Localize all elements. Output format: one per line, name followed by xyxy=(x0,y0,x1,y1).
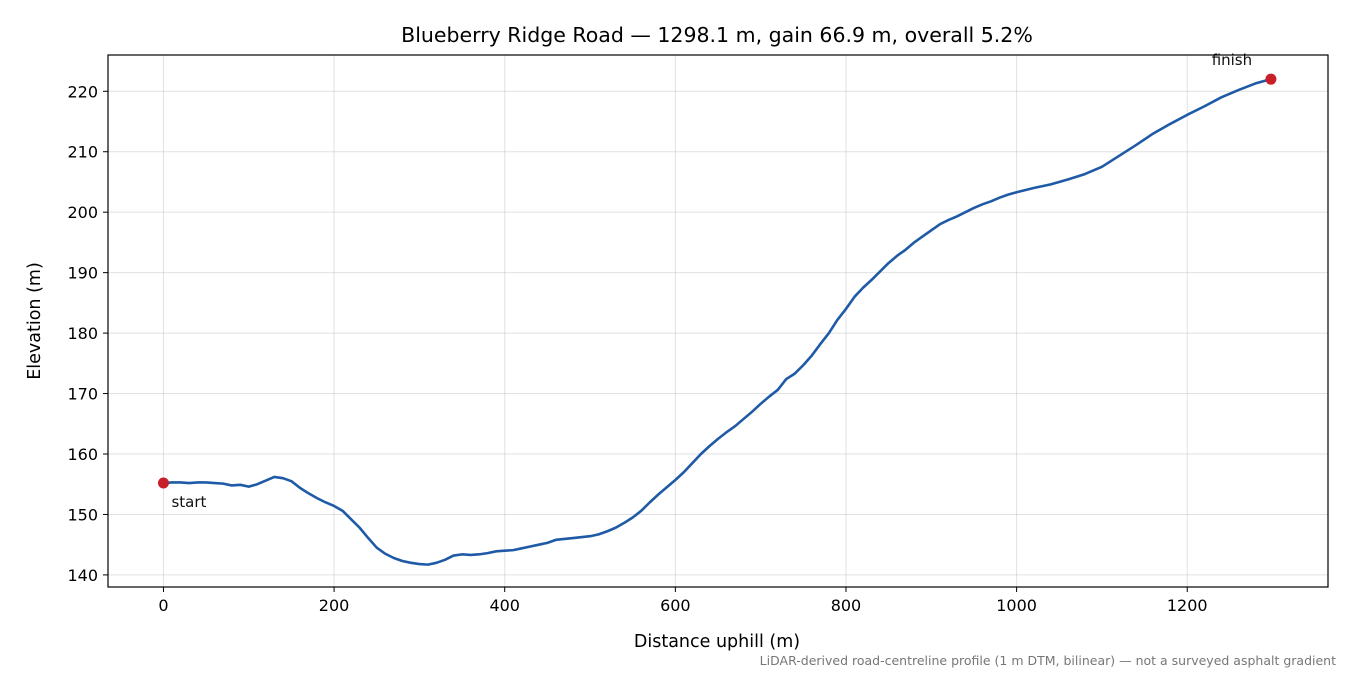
finish-marker xyxy=(1265,73,1277,85)
y-tick-label: 160 xyxy=(67,445,98,464)
y-tick-label: 190 xyxy=(67,264,98,283)
x-axis-label: Distance uphill (m) xyxy=(634,632,800,652)
x-tick-label: 800 xyxy=(831,596,862,615)
finish-label: finish xyxy=(1212,51,1252,69)
x-tick-label: 1000 xyxy=(996,596,1037,615)
y-tick-label: 150 xyxy=(67,505,98,524)
elevation-profile-line xyxy=(162,77,1273,566)
chart-title: Blueberry Ridge Road — 1298.1 m, gain 66… xyxy=(401,23,1033,47)
y-tick-label: 140 xyxy=(67,566,98,585)
start-label: start xyxy=(171,493,206,511)
y-tick-label: 210 xyxy=(67,143,98,162)
x-tick-label: 600 xyxy=(660,596,691,615)
y-tick-label: 180 xyxy=(67,324,98,343)
y-tick-label: 200 xyxy=(67,203,98,222)
y-axis-label: Elevation (m) xyxy=(25,262,45,380)
x-tick-label: 1200 xyxy=(1167,596,1208,615)
start-marker xyxy=(157,477,169,489)
axis-ticks: 0 200 400 600 800 1000 1200 140 150 160 170 180 190 2… xyxy=(67,82,1207,615)
x-tick-label: 200 xyxy=(319,596,350,615)
plot-frame xyxy=(107,54,1329,588)
x-tick-label: 0 xyxy=(158,596,168,615)
x-tick-label: 400 xyxy=(489,596,520,615)
footnote: LiDAR-derived road-centreline profile (1… xyxy=(760,653,1336,668)
y-tick-label: 170 xyxy=(67,385,98,404)
grid xyxy=(108,55,1328,587)
y-tick-label: 220 xyxy=(67,82,98,101)
